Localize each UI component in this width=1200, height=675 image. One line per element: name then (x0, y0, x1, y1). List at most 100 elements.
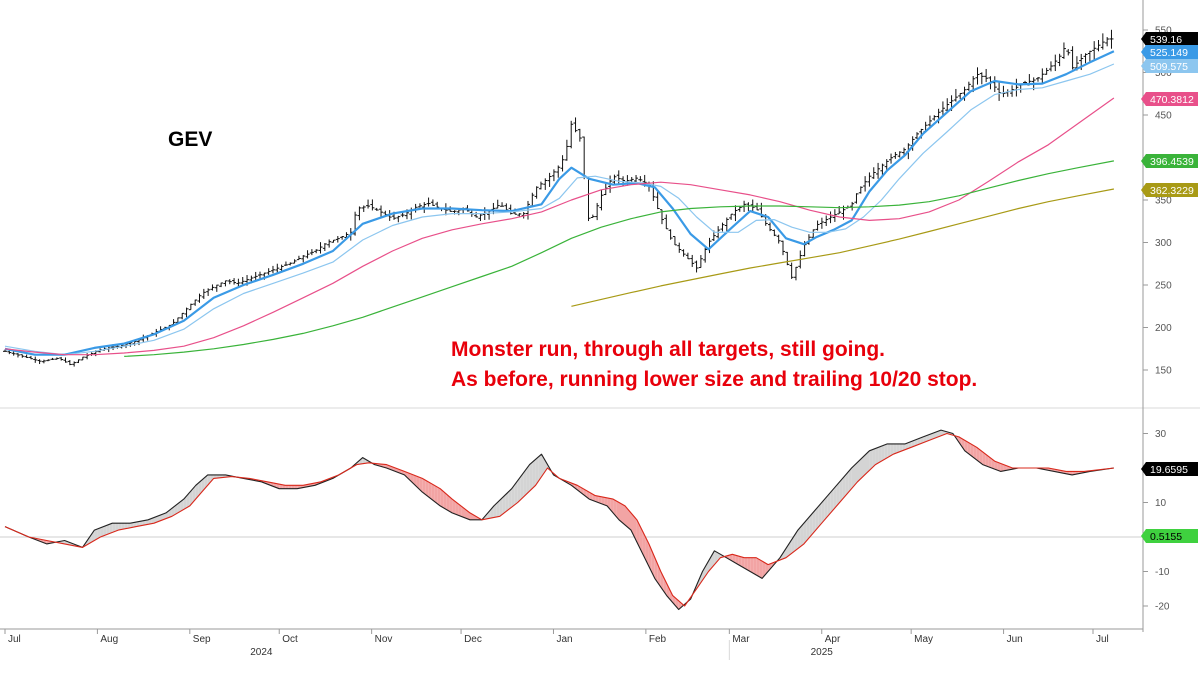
oscillator-fill (1003, 464, 1007, 471)
price-bar (54, 357, 59, 360)
price-bar (270, 265, 275, 274)
price-bar (500, 202, 505, 207)
y-tick-label: 550 (1155, 26, 1172, 37)
price-bar (556, 165, 561, 178)
price-bar (275, 263, 280, 274)
price-bar (370, 199, 375, 211)
price-bar (1061, 42, 1066, 59)
price-bar (223, 280, 228, 287)
osc-tick-label: -10 (1155, 567, 1170, 578)
price-bar (850, 201, 855, 211)
price-bar (236, 278, 241, 287)
price-bar (876, 162, 881, 179)
x-tick-label: Sep (193, 634, 211, 645)
y-tick-label: 300 (1155, 238, 1172, 249)
price-bar (266, 268, 271, 275)
price-bar (690, 254, 695, 267)
svg-text:362.3229: 362.3229 (1150, 185, 1194, 197)
oscillator-fill (610, 498, 614, 513)
oscillator-fill (538, 454, 542, 481)
oscillator-fill (860, 456, 864, 479)
oscillator-fill (899, 443, 903, 452)
oscillator-fill (845, 471, 849, 496)
oscillator-fill (827, 492, 831, 517)
oscillator-fill (815, 505, 819, 531)
oscillator-zero-value-label: 0.5155 (1141, 529, 1198, 543)
oscillator-fill (142, 520, 146, 526)
oscillator-fill (759, 559, 763, 579)
osc-tick-label: -20 (1155, 602, 1170, 613)
price-bar (193, 299, 198, 306)
last-price-label: 539.16 (1141, 32, 1198, 46)
price-bar (180, 312, 185, 320)
oscillator-fill (836, 481, 840, 506)
price-bar (945, 98, 950, 113)
price-panel: 150200250300350400450500550 (3, 26, 1172, 377)
price-bar (560, 155, 565, 172)
oscillator-fill (601, 496, 605, 505)
oscillator-fill (359, 457, 363, 465)
oscillator-fill (863, 453, 867, 477)
price-bar (932, 115, 937, 121)
ma-slow-line (4, 63, 1115, 356)
price-bar (815, 220, 820, 231)
price-bar (828, 211, 833, 224)
price-bar (599, 190, 604, 211)
oscillator-fill (699, 571, 703, 585)
price-bar (417, 203, 422, 208)
price-bar (80, 356, 85, 361)
oscillator-fill (434, 485, 438, 504)
oscillator-fill (797, 526, 801, 549)
price-bar (1036, 77, 1041, 82)
price-bar (331, 239, 336, 243)
svg-text:509.575: 509.575 (1150, 61, 1188, 73)
price-bar (867, 172, 872, 187)
price-bar (534, 186, 539, 199)
oscillator-fill (768, 563, 772, 572)
oscillator-fill (458, 503, 462, 517)
price-bar (1040, 68, 1045, 85)
price-bar (1057, 53, 1062, 67)
oscillator-fill (1000, 463, 1004, 472)
oscillator-fill (988, 456, 992, 468)
oscillator-fill (732, 554, 736, 563)
price-bar (59, 356, 64, 361)
oscillator-fill (881, 445, 885, 462)
oscillator-fill (198, 480, 202, 496)
oscillator-fill (738, 556, 742, 567)
y-tick-label: 450 (1155, 111, 1172, 122)
price-bar (573, 117, 578, 133)
oscillator-fill (884, 443, 888, 460)
price-bar (430, 199, 435, 206)
oscillator-fill (130, 522, 134, 528)
price-bar (1048, 61, 1053, 72)
year-label: 2024 (250, 647, 273, 658)
price-bar (41, 359, 46, 364)
price-bar (15, 353, 20, 358)
price-bar (819, 217, 824, 229)
price-bar (893, 151, 898, 159)
price-bar (940, 101, 945, 117)
price-bar (201, 288, 206, 299)
price-bar (296, 255, 301, 261)
oscillator-fill (800, 523, 804, 547)
x-axis: Jul Aug Sep Oct Nov Dec Jan Feb Mar Apr May Jun Jul 2… (4, 629, 1109, 660)
oscillator-fill (520, 472, 524, 500)
oscillator-fill (935, 431, 938, 439)
price-bar (785, 251, 790, 266)
oscillator-fill (177, 501, 181, 513)
oscillator-fill (174, 503, 178, 515)
oscillator-fill (976, 447, 980, 463)
oscillator-fill (622, 504, 625, 525)
x-tick-label: Aug (100, 634, 118, 645)
oscillator-fill (613, 499, 617, 517)
oscillator-fill (404, 471, 408, 478)
oscillator-fill (926, 434, 930, 442)
oscillator-fill (878, 446, 882, 463)
oscillator-fill (517, 476, 521, 503)
price-bar (720, 222, 725, 232)
oscillator-fill (628, 509, 631, 531)
price-bar (889, 153, 894, 164)
x-tick-label: Apr (825, 634, 841, 645)
oscillator-fill (526, 464, 530, 494)
